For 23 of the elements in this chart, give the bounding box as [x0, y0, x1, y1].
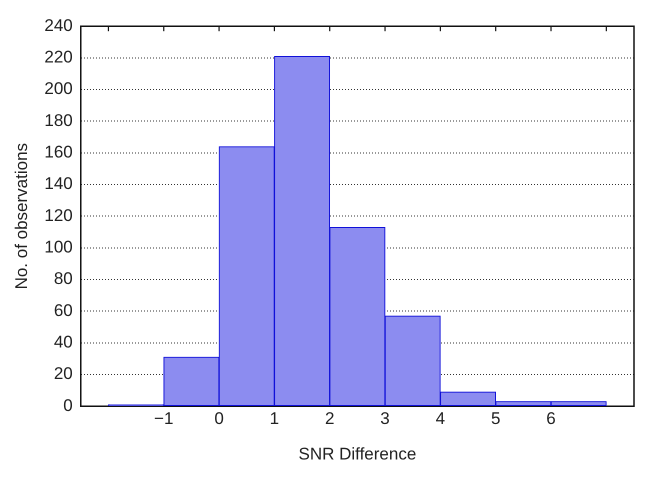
y-tick-label: 20 [54, 364, 73, 384]
x-tick-label: 1 [270, 409, 280, 428]
y-tick-label: 80 [54, 269, 73, 288]
y-tick-label: 120 [44, 206, 73, 225]
x-tick-label: 4 [436, 409, 446, 428]
x-tick-label: 6 [546, 409, 556, 428]
y-tick-label: 180 [44, 110, 73, 130]
y-tick-label: 160 [44, 142, 73, 162]
x-axis-title: SNR Difference [298, 444, 416, 464]
y-tick-label: 40 [54, 332, 73, 352]
y-tick-label: 0 [63, 396, 73, 415]
x-tick-label: 0 [214, 409, 224, 428]
y-tick-label: 140 [44, 174, 73, 194]
y-tick-label: 60 [54, 300, 73, 320]
x-tick-label: 5 [490, 409, 500, 428]
y-tick-label: 100 [44, 238, 73, 257]
y-tick-label: 220 [44, 48, 73, 67]
y-tick-label: 240 [44, 16, 73, 35]
x-tick-label: 2 [324, 409, 334, 428]
x-tick-label: 3 [380, 409, 390, 428]
y-axis-title: No. of observations [12, 142, 31, 290]
x-tick-label: −1 [154, 409, 174, 428]
y-tick-label: 200 [44, 79, 73, 98]
